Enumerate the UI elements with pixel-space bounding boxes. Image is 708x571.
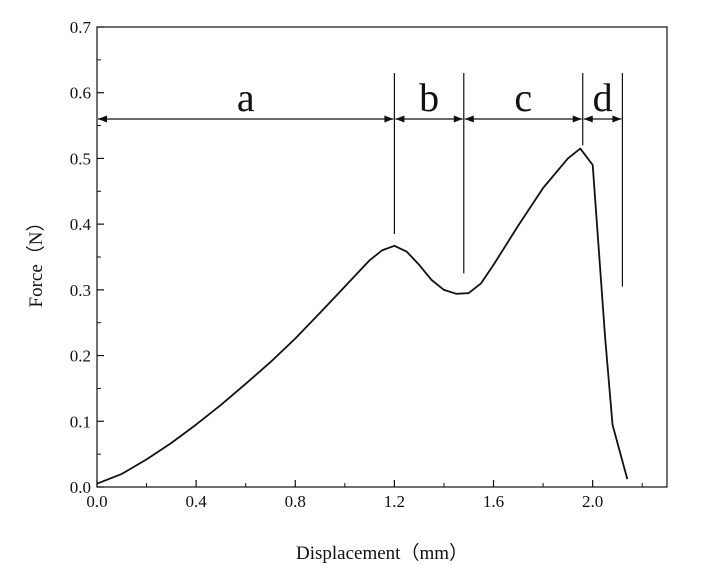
arrow-head	[583, 115, 593, 123]
plot-frame	[96, 26, 668, 488]
y-tick-label: 0.6	[70, 84, 91, 103]
arrow-head	[464, 115, 474, 123]
x-tick-label: 1.6	[483, 492, 504, 511]
y-tick-label: 0.5	[70, 149, 91, 168]
region-label-d: d	[593, 75, 613, 120]
y-tick-label: 0.0	[70, 478, 91, 497]
arrow-head	[612, 115, 622, 123]
y-tick-label: 0.7	[70, 18, 92, 37]
region-annotations: a b c d	[98, 73, 623, 287]
y-tick-label: 0.2	[70, 347, 91, 366]
x-tick-label: 0.0	[86, 492, 107, 511]
arrow-head	[98, 115, 107, 123]
arrow-head	[384, 115, 394, 123]
region-label-b: b	[419, 75, 439, 120]
force-curve	[96, 147, 629, 485]
arrow-head	[453, 115, 463, 123]
arrow-head	[395, 115, 405, 123]
y-tick-label: 0.4	[70, 215, 92, 234]
y-tick-label: 0.3	[70, 281, 91, 300]
y-axis: 0.0 0.1 0.2 0.3 0.4 0.5 0.6 0.7	[70, 18, 104, 497]
region-label-c: c	[514, 75, 532, 120]
x-axis-title: Displacement（mm）	[296, 542, 468, 564]
x-tick-label: 1.2	[384, 492, 405, 511]
x-tick-label: 2.0	[582, 492, 603, 511]
y-axis-title: Force（N）	[25, 213, 47, 308]
x-tick-label: 0.4	[186, 492, 208, 511]
y-tick-label: 0.1	[70, 412, 91, 431]
region-label-a: a	[237, 75, 255, 120]
x-tick-label: 0.8	[285, 492, 306, 511]
x-axis: 0.0 0.4 0.8 1.2 1.6 2.0	[86, 480, 643, 511]
arrow-head	[572, 115, 582, 123]
